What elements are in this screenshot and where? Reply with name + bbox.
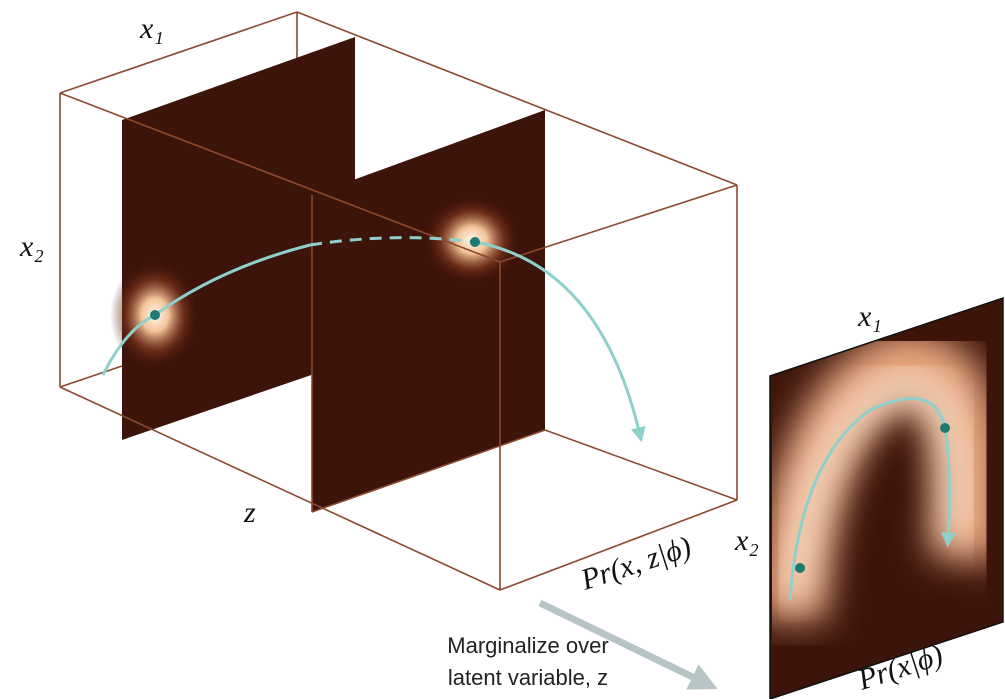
axis-label: z: [243, 496, 256, 529]
marginal-panel: [770, 298, 1003, 699]
axis-label: x₂: [734, 524, 759, 557]
joint-title: Pr(x, z|ϕ): [576, 530, 695, 597]
axis-label: x₁: [139, 12, 164, 45]
axis-label: x₂: [19, 230, 44, 263]
diagram: x₁ x₂ z Pr(x, z|ϕ) x₁ x₂ Pr(x|ϕ) Margina…: [0, 0, 1005, 699]
axis-label: x₁: [857, 300, 882, 333]
annotation: latent variable, z: [448, 665, 608, 690]
annotation: Marginalize over: [447, 633, 608, 658]
